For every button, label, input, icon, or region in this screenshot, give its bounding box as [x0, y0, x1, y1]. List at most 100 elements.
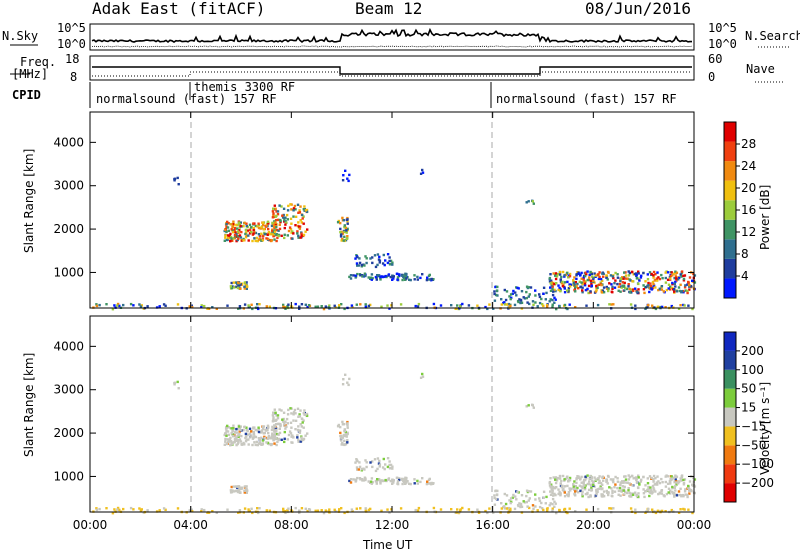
- power-cell: [173, 179, 176, 182]
- velocity-cell: [113, 508, 116, 511]
- power-cell: [538, 293, 541, 296]
- power-cell: [342, 174, 345, 177]
- velocity-cell: [278, 408, 281, 411]
- power-cell: [574, 290, 577, 293]
- power-cell: [253, 237, 256, 240]
- velocity-cell: [665, 492, 669, 496]
- velocity-cell: [340, 443, 343, 446]
- power-cell: [298, 227, 302, 230]
- velocity-cell: [231, 429, 234, 433]
- power-cell: [162, 303, 166, 306]
- velocity-cell: [351, 510, 354, 513]
- y-tick-label: 1000: [53, 265, 84, 279]
- velocity-cell: [503, 507, 507, 510]
- velocity-cell: [356, 468, 359, 471]
- power-cell: [367, 276, 370, 279]
- power-cell: [354, 257, 357, 260]
- power-cell: [461, 302, 464, 306]
- power-cell: [300, 232, 303, 235]
- power-cell: [635, 277, 639, 280]
- power-cell: [286, 234, 289, 237]
- velocity-cell: [374, 479, 378, 483]
- power-cell: [232, 281, 235, 284]
- velocity-cell: [531, 404, 534, 407]
- velocity-cell: [365, 465, 368, 469]
- power-cell: [248, 228, 252, 231]
- power-cell: [650, 272, 653, 276]
- velocity-cell: [542, 496, 545, 499]
- velocity-cell: [380, 509, 383, 512]
- velocity-cell: [350, 508, 354, 511]
- velocity-cell: [245, 485, 248, 488]
- power-cell: [428, 273, 431, 277]
- power-cell: [669, 277, 672, 280]
- power-cell: [635, 273, 638, 277]
- colorbar-swatch: [724, 141, 736, 162]
- power-cell: [551, 285, 554, 288]
- velocity-cell: [644, 484, 647, 487]
- velocity-cell: [236, 431, 239, 434]
- velocity-cell: [273, 437, 277, 440]
- power-cell: [684, 284, 687, 287]
- power-cell: [365, 257, 368, 260]
- velocity-cell: [233, 441, 236, 444]
- velocity-cell: [611, 489, 614, 493]
- power-cell: [343, 224, 346, 227]
- velocity-cell: [398, 477, 401, 480]
- power-cell: [289, 228, 293, 231]
- y-tick-label: 2000: [53, 222, 84, 236]
- power-cell: [395, 272, 399, 275]
- power-cell: [513, 303, 517, 307]
- power-cell: [291, 230, 294, 233]
- velocity-cell: [648, 475, 652, 478]
- power-cell: [298, 305, 301, 308]
- power-cell: [371, 277, 374, 280]
- velocity-cell: [271, 437, 274, 440]
- velocity-cell: [519, 505, 522, 509]
- colorbar-tick-label: 100: [741, 363, 764, 377]
- power-cell: [292, 215, 295, 218]
- power-cell: [358, 257, 361, 260]
- velocity-cell: [660, 492, 664, 495]
- colorbar-tick-label: 50: [741, 382, 756, 396]
- velocity-cell: [247, 438, 250, 441]
- velocity-cell: [273, 408, 276, 411]
- power-cell: [339, 227, 342, 231]
- velocity-cell: [596, 488, 599, 491]
- velocity-cell: [606, 491, 609, 494]
- velocity-cell: [234, 435, 237, 438]
- power-cell: [275, 239, 278, 243]
- velocity-cell: [271, 425, 274, 429]
- power-cell: [607, 289, 610, 293]
- velocity-cell: [605, 478, 608, 481]
- power-cell: [364, 305, 367, 308]
- velocity-cell: [226, 508, 229, 511]
- velocity-cell: [265, 441, 268, 444]
- power-cell: [294, 224, 297, 227]
- velocity-cell: [286, 422, 289, 425]
- power-cell: [364, 274, 367, 278]
- velocity-cell: [211, 510, 214, 513]
- velocity-cell: [618, 486, 622, 490]
- velocity-cell: [177, 387, 180, 390]
- power-cell: [616, 282, 619, 286]
- power-cell: [296, 230, 299, 233]
- power-cell: [282, 213, 285, 217]
- velocity-cell: [262, 432, 265, 435]
- power-cell: [252, 226, 255, 230]
- colorbar-swatch: [724, 350, 736, 370]
- velocity-cell: [642, 492, 646, 495]
- velocity-cell: [243, 485, 247, 488]
- power-cell: [639, 276, 643, 279]
- power-cell: [342, 219, 345, 222]
- velocity-cell: [563, 485, 567, 488]
- velocity-cell: [608, 486, 611, 489]
- power-cell: [634, 304, 637, 307]
- power-cell: [231, 223, 235, 226]
- velocity-cell: [238, 509, 242, 512]
- power-cell: [413, 274, 416, 277]
- power-cell: [554, 277, 558, 281]
- power-cell: [391, 278, 394, 281]
- power-cell: [158, 305, 161, 308]
- velocity-cell: [291, 434, 294, 437]
